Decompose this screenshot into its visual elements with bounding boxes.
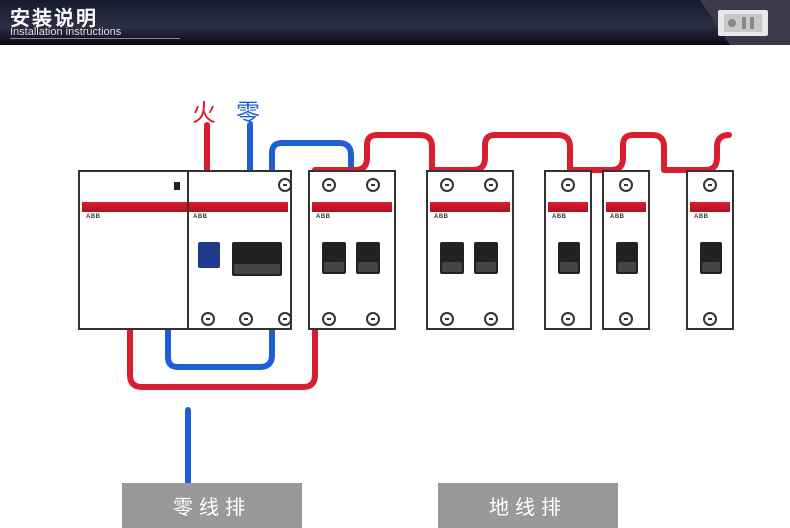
brand-logo: ABB bbox=[610, 214, 625, 220]
breaker-toggle[interactable] bbox=[232, 242, 282, 276]
breaker-toggle[interactable] bbox=[474, 242, 498, 274]
terminal-top bbox=[561, 178, 575, 192]
breaker-b2b: ABB bbox=[426, 170, 514, 330]
terminal-bottom bbox=[619, 312, 633, 326]
test-button[interactable] bbox=[198, 242, 220, 268]
header-title-en: Installation instructions bbox=[10, 26, 121, 38]
header: 安装说明 Installation instructions bbox=[0, 0, 790, 45]
breaker-b1b: ABB bbox=[602, 170, 650, 330]
brand-logo: ABB bbox=[316, 214, 331, 220]
live-wire-label: 火 bbox=[192, 93, 216, 128]
breaker-toggle[interactable] bbox=[700, 242, 722, 274]
diagram-canvas: ABBABBABBABBABBABBABB 火 零 零线排 地线排 bbox=[0, 45, 790, 500]
terminal-bottom bbox=[201, 312, 215, 326]
brand-logo: ABB bbox=[694, 214, 709, 220]
terminal-bottom bbox=[366, 312, 380, 326]
terminal-bottom bbox=[278, 312, 292, 326]
terminal-bottom bbox=[484, 312, 498, 326]
breaker-b2a: ABB bbox=[308, 170, 396, 330]
ground-bar-label: 地线排 bbox=[438, 483, 618, 528]
terminal-top bbox=[703, 178, 717, 192]
brand-logo: ABB bbox=[86, 214, 101, 220]
terminal-top bbox=[322, 178, 336, 192]
terminal-bottom bbox=[440, 312, 454, 326]
brand-logo: ABB bbox=[552, 214, 567, 220]
breaker-main: ABBABB bbox=[78, 170, 292, 330]
terminal-top bbox=[440, 178, 454, 192]
breaker-toggle[interactable] bbox=[558, 242, 580, 274]
breaker-toggle[interactable] bbox=[440, 242, 464, 274]
breaker-b1a: ABB bbox=[544, 170, 592, 330]
header-divider bbox=[10, 38, 180, 39]
neutral-wire-label: 零 bbox=[236, 93, 260, 128]
terminal-bottom bbox=[322, 312, 336, 326]
terminal-top bbox=[619, 178, 633, 192]
header-ornament bbox=[670, 0, 790, 45]
neutral-bar-label: 零线排 bbox=[122, 483, 302, 528]
terminal-top bbox=[278, 178, 292, 192]
terminal-top bbox=[484, 178, 498, 192]
terminal-bottom bbox=[239, 312, 253, 326]
terminal-bottom bbox=[561, 312, 575, 326]
breaker-toggle[interactable] bbox=[322, 242, 346, 274]
breaker-toggle[interactable] bbox=[616, 242, 638, 274]
breaker-b1c: ABB bbox=[686, 170, 734, 330]
terminal-bottom bbox=[703, 312, 717, 326]
breaker-toggle[interactable] bbox=[356, 242, 380, 274]
terminal-top bbox=[366, 178, 380, 192]
brand-logo: ABB bbox=[434, 214, 449, 220]
